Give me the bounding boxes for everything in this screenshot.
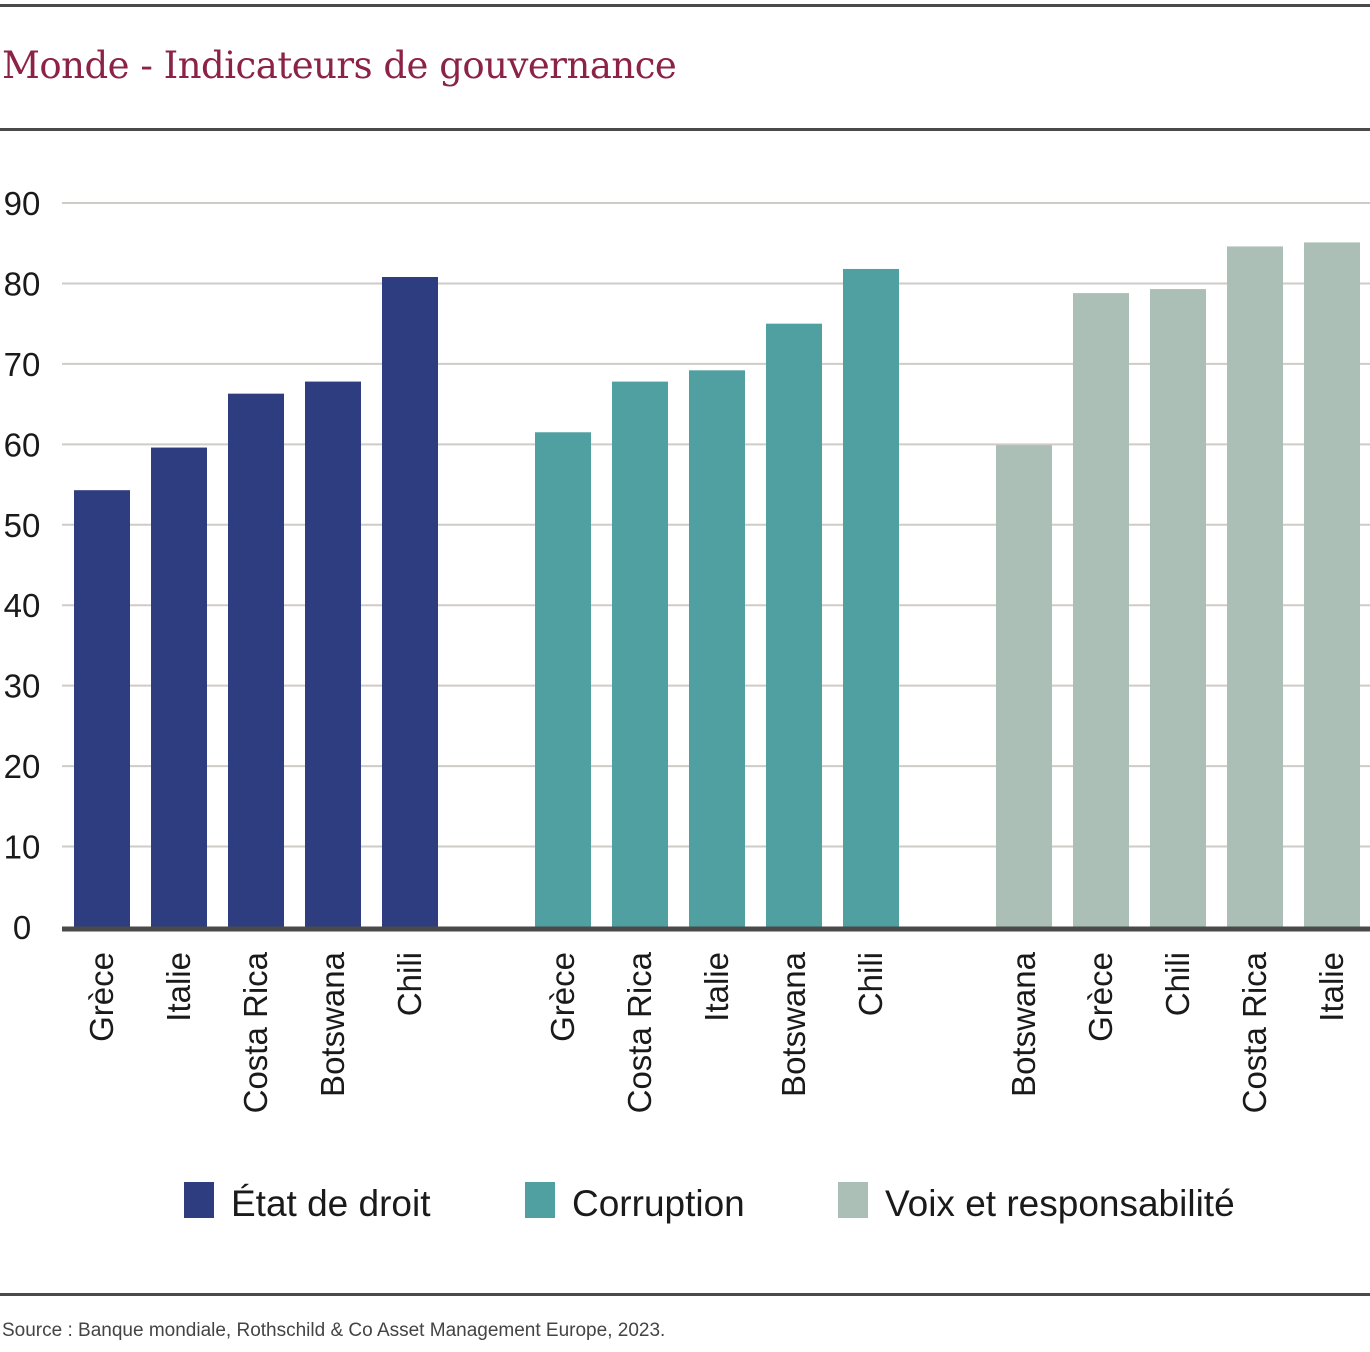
legend-swatch xyxy=(525,1182,555,1218)
title-rule xyxy=(0,128,1370,131)
bar xyxy=(689,370,745,927)
x-tick-label: Costa Rica xyxy=(621,951,658,1113)
y-tick-label: 50 xyxy=(4,507,41,544)
bar xyxy=(535,432,591,927)
x-tick-label: Chili xyxy=(852,952,889,1016)
x-tick-label: Chili xyxy=(1159,952,1196,1016)
x-tick-label: Botswana xyxy=(1005,951,1042,1097)
y-tick-label: 30 xyxy=(4,668,41,705)
bar xyxy=(1304,242,1360,927)
bar xyxy=(228,393,284,927)
bar xyxy=(766,323,822,928)
bottom-rule xyxy=(0,1293,1370,1296)
x-tick-label: Grèce xyxy=(83,952,120,1042)
bars xyxy=(74,242,1360,928)
bar xyxy=(1150,289,1206,927)
y-tick-label: 40 xyxy=(4,587,41,624)
bar xyxy=(305,381,361,927)
bar xyxy=(1227,246,1283,927)
y-tick-label: 10 xyxy=(4,829,41,866)
bar xyxy=(1073,293,1129,927)
top-rule xyxy=(0,4,1370,7)
legend-swatch xyxy=(838,1182,868,1218)
x-tick-label: Grèce xyxy=(544,952,581,1042)
y-tick-label: 80 xyxy=(4,265,41,302)
bar xyxy=(74,490,130,927)
x-axis-labels: Grèce Italie Costa Rica Botswana Chili Grèce C… xyxy=(83,951,1350,1113)
legend-label: État de droit xyxy=(231,1183,431,1224)
legend: État de droit Corruption Voix et responsab… xyxy=(184,1182,1235,1224)
y-tick-label: 0 xyxy=(13,909,31,946)
bar xyxy=(382,277,438,927)
x-tick-label: Costa Rica xyxy=(237,951,274,1113)
x-tick-label: Italie xyxy=(160,952,197,1022)
x-tick-label: Italie xyxy=(698,952,735,1022)
y-tick-label: 70 xyxy=(4,346,41,383)
legend-label: Voix et responsabilité xyxy=(885,1183,1235,1224)
x-tick-label: Chili xyxy=(391,952,428,1016)
x-tick-label: Botswana xyxy=(314,951,351,1097)
y-tick-label: 60 xyxy=(4,426,41,463)
x-tick-label: Grèce xyxy=(1082,952,1119,1042)
source-note: Source : Banque mondiale, Rothschild & C… xyxy=(2,1320,666,1341)
x-tick-label: Italie xyxy=(1313,952,1350,1022)
bar xyxy=(151,447,207,927)
x-tick-label: Botswana xyxy=(775,951,812,1097)
bar xyxy=(843,268,899,927)
bar-chart: 0 10 20 30 40 50 60 70 80 90 Grèce Italie Costa Ric… xyxy=(4,185,1370,1224)
legend-swatch xyxy=(184,1182,214,1218)
y-tick-label: 20 xyxy=(4,748,41,785)
bar xyxy=(612,381,668,927)
x-tick-label: Costa Rica xyxy=(1236,951,1273,1113)
y-tick-label: 90 xyxy=(4,185,41,222)
y-axis-ticks: 0 10 20 30 40 50 60 70 80 90 xyxy=(4,185,41,946)
legend-label: Corruption xyxy=(572,1183,745,1224)
bar xyxy=(996,445,1052,927)
chart-title: Monde - Indicateurs de gouvernance xyxy=(2,44,677,87)
